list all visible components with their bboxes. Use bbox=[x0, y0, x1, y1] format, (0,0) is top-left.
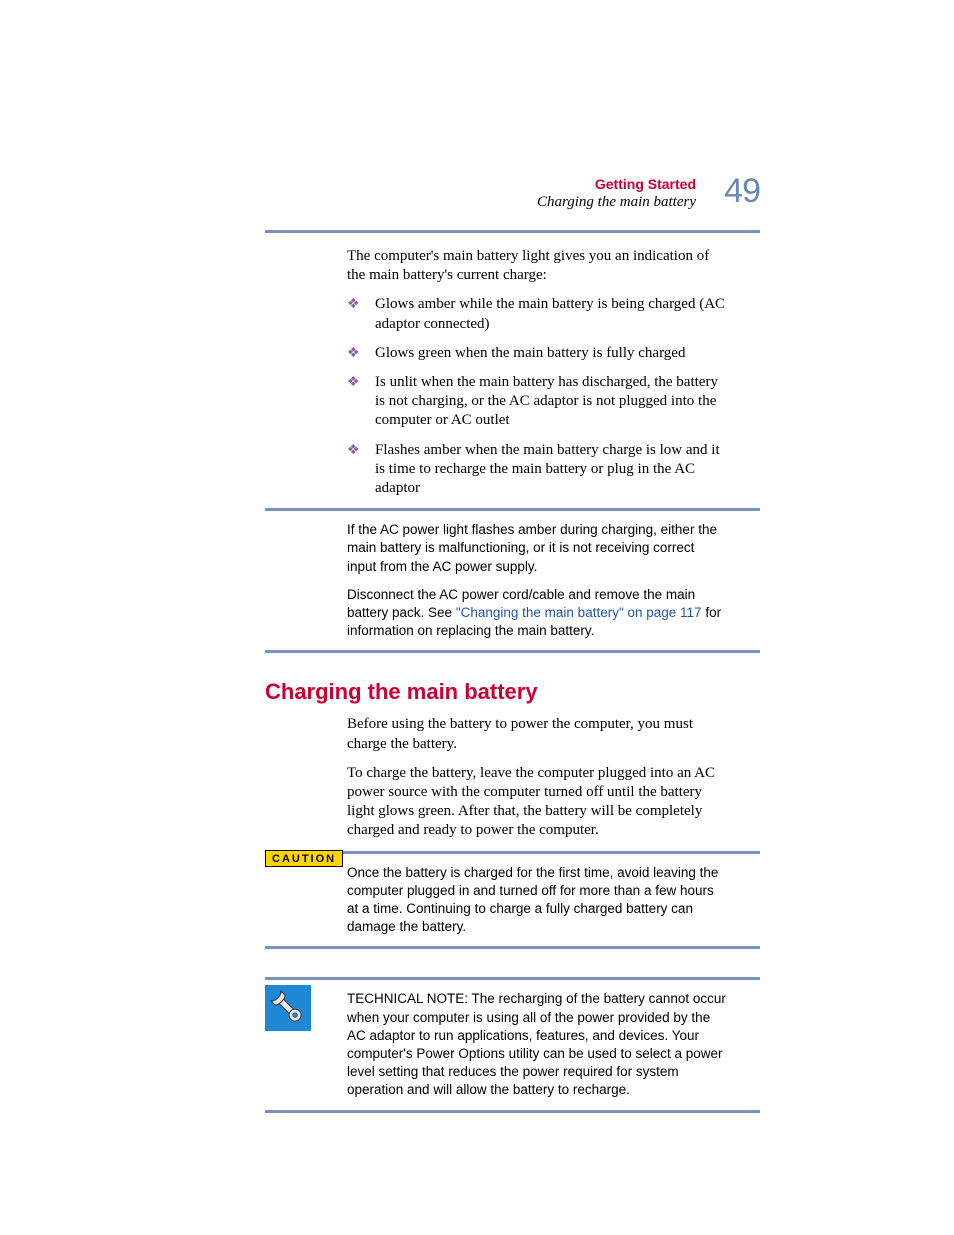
page-header: Getting Started Charging the main batter… bbox=[265, 176, 760, 220]
wrench-icon bbox=[265, 985, 311, 1031]
cross-reference-link[interactable]: "Changing the main battery" on page 117 bbox=[456, 605, 702, 620]
technote-rule-bottom bbox=[265, 1110, 760, 1113]
spacer bbox=[265, 959, 760, 977]
note-para-1: If the AC power light flashes amber duri… bbox=[347, 521, 727, 576]
technote-body: TECHNICAL NOTE: The recharging of the ba… bbox=[347, 980, 727, 1099]
section-body: Before using the battery to power the co… bbox=[347, 715, 727, 840]
page-content: Getting Started Charging the main batter… bbox=[265, 176, 760, 1123]
caution-label: CAUTION bbox=[265, 850, 343, 867]
bullet-text: Is unlit when the main battery has disch… bbox=[375, 374, 718, 428]
caution-callout: CAUTION Once the battery is charged for … bbox=[265, 851, 760, 950]
caution-label-wrap: CAUTION bbox=[265, 849, 343, 867]
note-para-2: Disconnect the AC power cord/cable and r… bbox=[347, 586, 727, 641]
note-block: If the AC power light flashes amber duri… bbox=[347, 521, 727, 640]
intro-bullet-list: ❖ Glows amber while the main battery is b… bbox=[347, 295, 727, 498]
note-rule-bottom bbox=[265, 650, 760, 653]
note-rule-top bbox=[265, 508, 760, 511]
body-para-1: Before using the battery to power the co… bbox=[347, 715, 727, 753]
body-para-2: To charge the battery, leave the compute… bbox=[347, 764, 727, 841]
header-page-number: 49 bbox=[724, 172, 760, 211]
bullet-icon: ❖ bbox=[347, 442, 360, 460]
list-item: ❖ Glows amber while the main battery is b… bbox=[347, 295, 727, 333]
bullet-text: Glows green when the main battery is ful… bbox=[375, 345, 685, 361]
list-item: ❖ Is unlit when the main battery has disc… bbox=[347, 373, 727, 431]
technote-text: TECHNICAL NOTE: The recharging of the ba… bbox=[347, 990, 727, 1099]
list-item: ❖ Glows green when the main battery is fu… bbox=[347, 344, 727, 363]
section-heading: Charging the main battery bbox=[265, 679, 760, 705]
bullet-text: Glows amber while the main battery is be… bbox=[375, 296, 725, 331]
caution-rule-bottom bbox=[265, 946, 760, 949]
bullet-icon: ❖ bbox=[347, 296, 360, 314]
caution-text: Once the battery is charged for the firs… bbox=[347, 864, 727, 937]
header-rule bbox=[265, 230, 760, 233]
list-item: ❖ Flashes amber when the main battery cha… bbox=[347, 441, 727, 499]
intro-para: The computer's main battery light gives … bbox=[347, 247, 727, 285]
header-section: Charging the main battery bbox=[537, 194, 696, 211]
caution-body: Once the battery is charged for the firs… bbox=[347, 854, 727, 937]
intro-block: The computer's main battery light gives … bbox=[347, 247, 727, 498]
header-chapter: Getting Started bbox=[595, 176, 696, 192]
bullet-icon: ❖ bbox=[347, 345, 360, 363]
bullet-icon: ❖ bbox=[347, 374, 360, 392]
technote-callout: TECHNICAL NOTE: The recharging of the ba… bbox=[265, 977, 760, 1112]
bullet-text: Flashes amber when the main battery char… bbox=[375, 442, 720, 496]
